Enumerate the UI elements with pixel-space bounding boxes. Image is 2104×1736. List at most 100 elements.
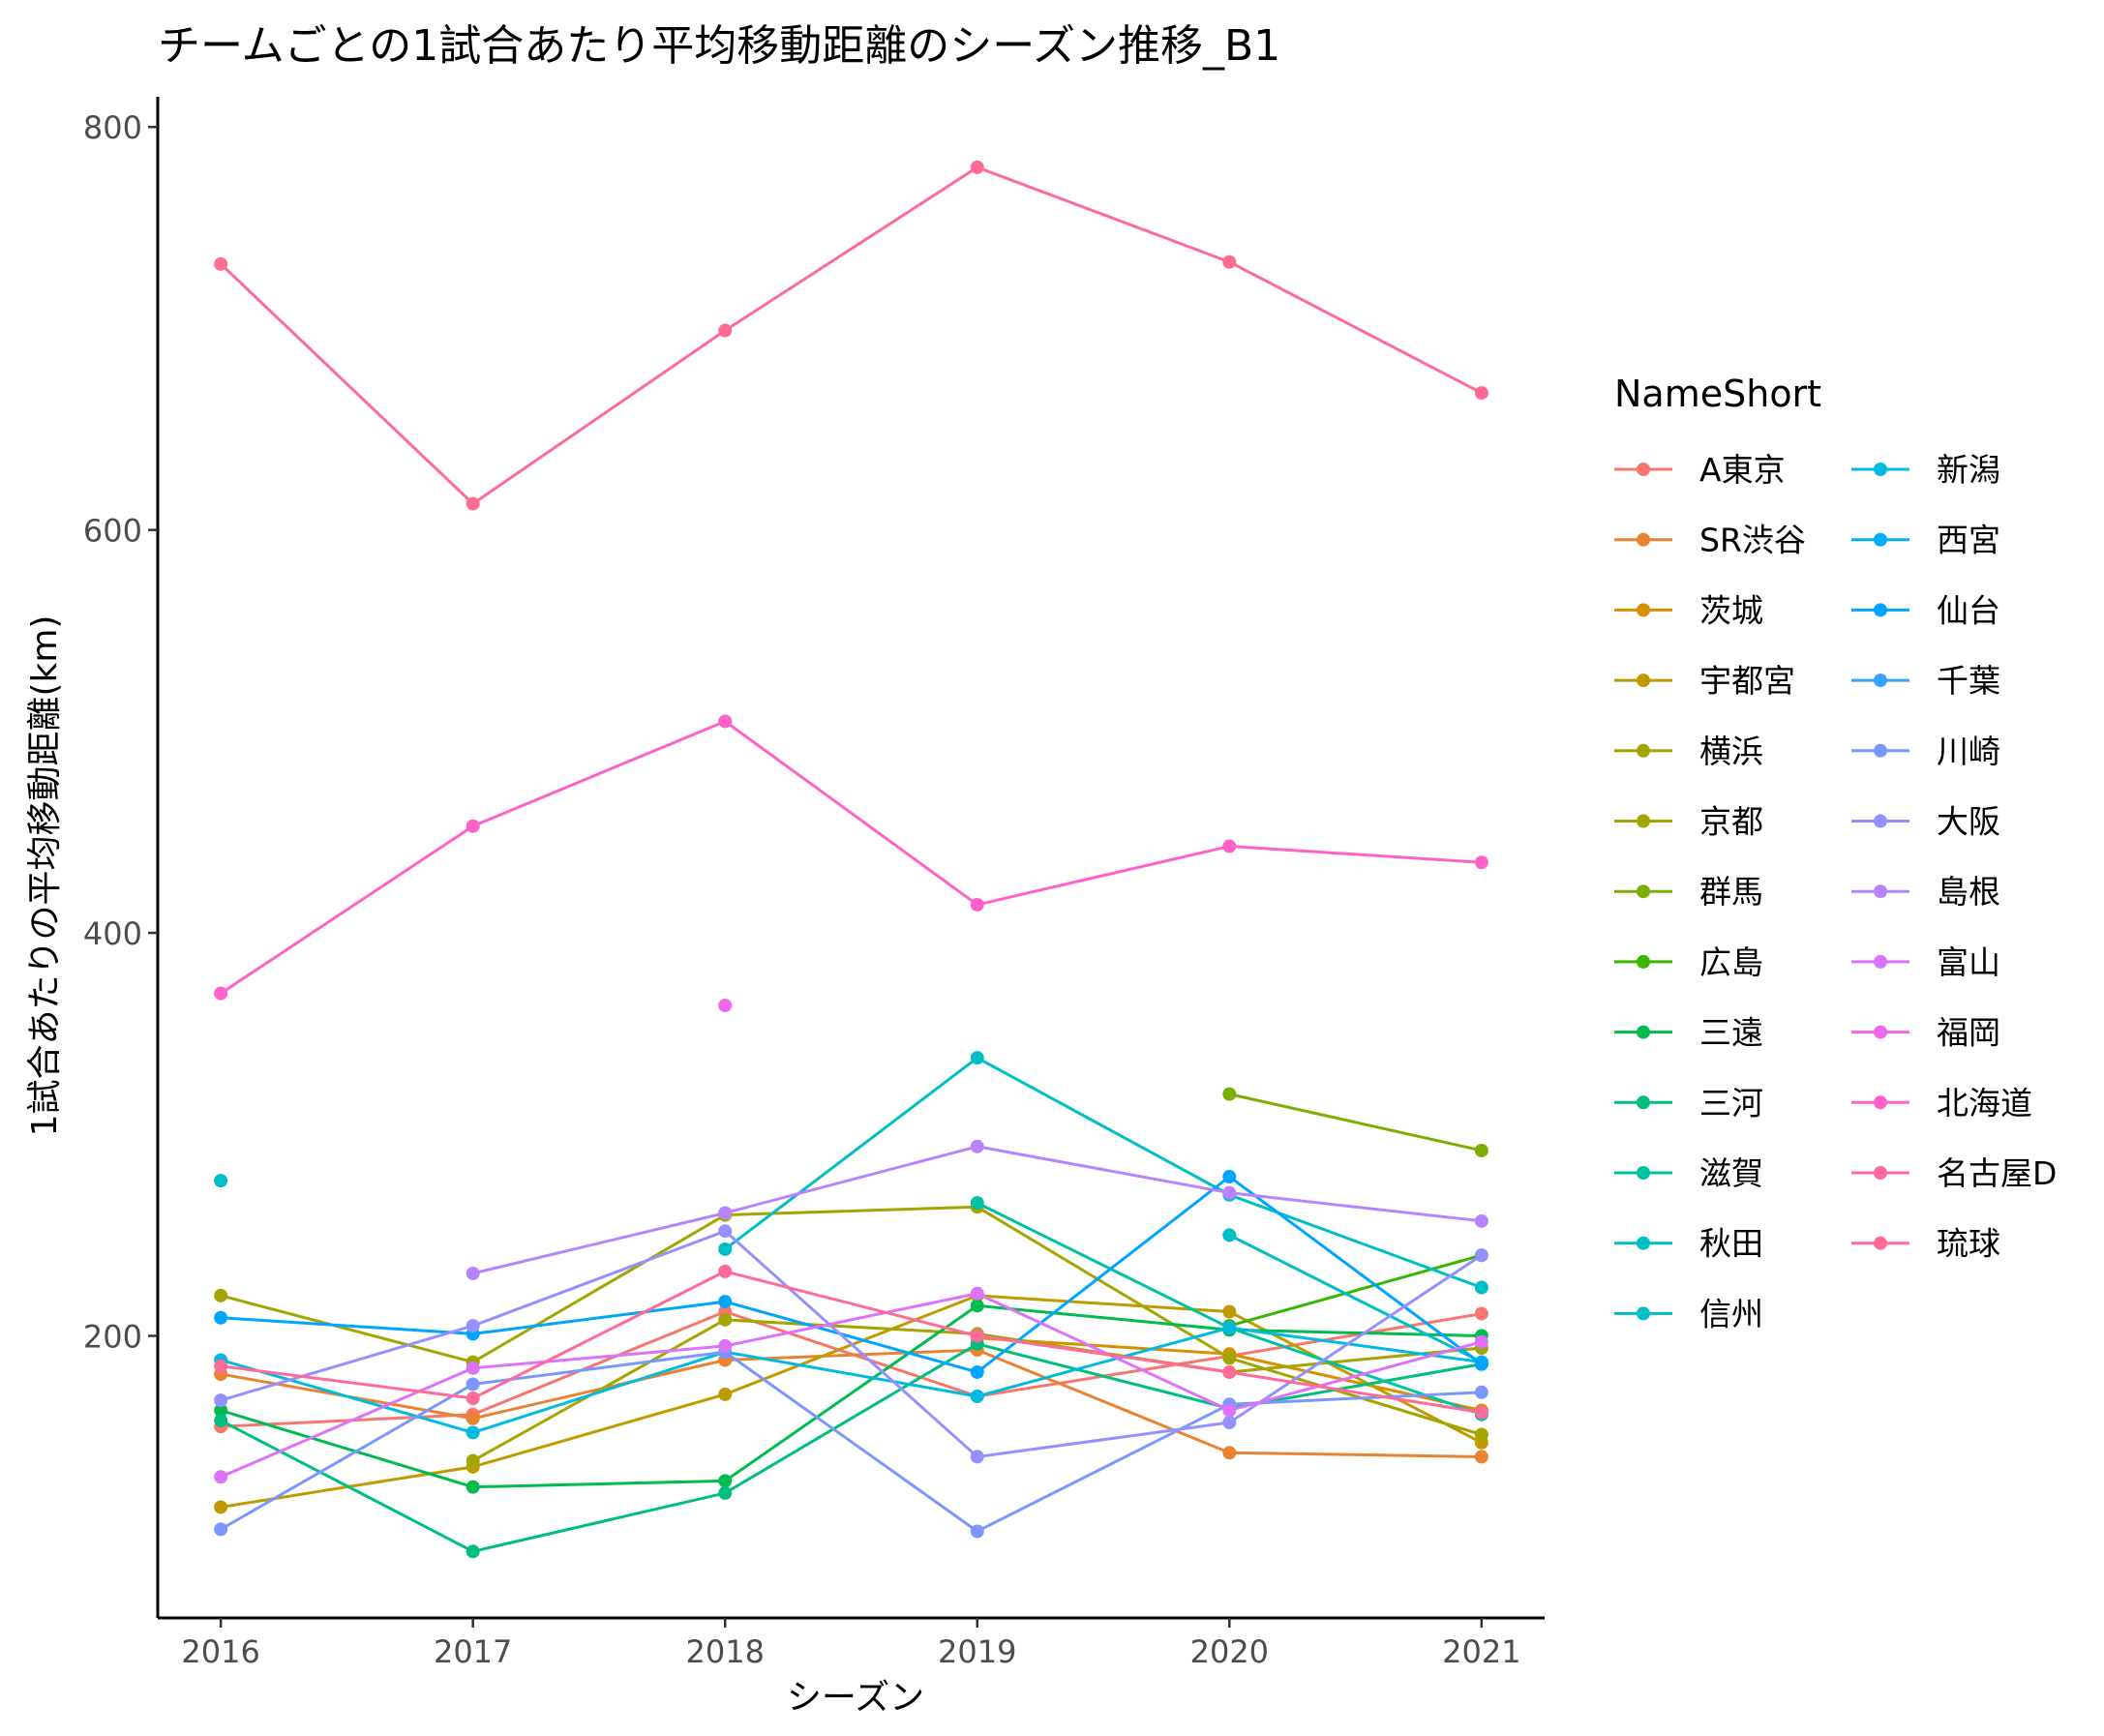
data-point (1222, 1364, 1237, 1379)
legend: NameShort A東京 SR渋谷茨城宇都宮横浜京都群馬広島三遠三河滋賀秋田信州… (1614, 373, 2057, 1332)
series-line (220, 1350, 1482, 1533)
legend-label: 新潟 (1937, 451, 2000, 489)
data-point (214, 1500, 228, 1514)
legend-key-point (1874, 814, 1887, 828)
legend-label: 西宮 (1937, 522, 2000, 559)
data-point (718, 323, 733, 338)
x-tick-label: 2021 (1442, 1633, 1520, 1670)
data-point (1222, 1228, 1237, 1242)
legend-label: 群馬 (1699, 873, 1763, 911)
data-point (718, 1485, 733, 1500)
data-point (1474, 1248, 1488, 1263)
data-point (466, 1377, 480, 1392)
data-point (214, 256, 228, 271)
x-axis-title: シーズン (787, 1678, 924, 1718)
data-point (1474, 1213, 1488, 1228)
legend-label: 京都 (1699, 803, 1763, 841)
legend-label: 三河 (1699, 1084, 1763, 1122)
legend-key-point (1637, 814, 1650, 828)
y-tick-label: 200 (83, 1319, 142, 1356)
legend-label: SR渋谷 (1699, 522, 1806, 559)
data-point (718, 1312, 733, 1327)
legend-label: 大阪 (1937, 803, 2000, 841)
legend-item: 川崎 (1851, 733, 2000, 770)
data-point (466, 1319, 480, 1333)
legend-item: 広島 (1614, 943, 1763, 981)
legend-label: 仙台 (1937, 591, 2000, 629)
legend-key-point (1874, 1025, 1887, 1039)
data-point (970, 1299, 984, 1313)
data-point (718, 714, 733, 729)
data-point (718, 1224, 733, 1239)
data-point (1222, 1304, 1237, 1319)
legend-item: SR渋谷 (1614, 522, 1806, 559)
legend-key-point (1874, 673, 1887, 688)
series-line (220, 1326, 1483, 1434)
data-point (970, 1051, 984, 1065)
data-point (970, 897, 984, 912)
data-point (214, 1288, 228, 1302)
series-line (1228, 1092, 1483, 1152)
legend-label: 宇都宮 (1699, 662, 1795, 700)
series-琉球 (214, 160, 1488, 511)
legend-item: 京都 (1614, 803, 1763, 841)
legend-item: 秋田 (1614, 1225, 1763, 1263)
legend-item: 仙台 (1851, 591, 2000, 629)
legend-label: 島根 (1937, 873, 2000, 911)
data-point (1222, 1351, 1237, 1365)
data-point (214, 1310, 228, 1325)
data-point (214, 1403, 228, 1418)
legend-key-point (1874, 954, 1887, 969)
series-line (1228, 1253, 1483, 1328)
data-point (970, 1286, 984, 1301)
legend-item: 北海道 (1851, 1084, 2032, 1122)
series-北海道 (214, 714, 1488, 1001)
x-tick-label: 2018 (686, 1633, 765, 1670)
y-tick-label: 800 (83, 109, 142, 146)
data-point (1474, 1385, 1488, 1399)
series-line (220, 1303, 1482, 1489)
legend-key-point (1637, 463, 1650, 476)
legend-label: 滋賀 (1699, 1154, 1763, 1192)
legend-item: 島根 (1851, 873, 2000, 911)
data-point (466, 1544, 480, 1559)
data-point (1474, 1427, 1488, 1442)
series-群馬 (1222, 1087, 1488, 1157)
legend-item: 茨城 (1614, 591, 1763, 629)
data-point (214, 1393, 228, 1408)
legend-label: 茨城 (1699, 591, 1763, 629)
legend-label: 千葉 (1937, 662, 2000, 700)
data-point (1474, 386, 1488, 401)
data-point (1474, 855, 1488, 870)
legend-label: 信州 (1699, 1295, 1763, 1332)
data-point (466, 1361, 480, 1375)
data-point (718, 999, 733, 1013)
series-大阪 (214, 1224, 1488, 1464)
series-福岡 (718, 999, 733, 1013)
data-point (1474, 1334, 1488, 1349)
series-line (220, 1270, 1483, 1415)
series-秋田 (214, 1051, 1488, 1295)
legend-label: 横浜 (1699, 733, 1763, 770)
legend-key-point (1637, 1025, 1650, 1039)
legend-key-point (1637, 603, 1650, 617)
legend-label: 富山 (1937, 943, 2000, 981)
legend-label: 広島 (1699, 943, 1763, 981)
data-point (718, 1242, 733, 1256)
series-line (220, 1292, 1483, 1479)
legend-item: 富山 (1851, 943, 2000, 981)
legend-key-point (1874, 1166, 1887, 1180)
series-line (724, 1056, 1483, 1289)
legend-item: 西宮 (1851, 522, 2000, 559)
data-point (1222, 1087, 1237, 1101)
x-tick-label: 2016 (181, 1633, 259, 1670)
legend-item: 群馬 (1614, 873, 1763, 911)
y-tick-label: 600 (83, 513, 142, 550)
legend-key-point (1874, 463, 1887, 476)
legend-label: 名古屋D (1937, 1154, 2057, 1192)
series-名古屋D (214, 1264, 1488, 1420)
data-point (1474, 1280, 1488, 1295)
legend-item: 福岡 (1851, 1014, 2000, 1052)
